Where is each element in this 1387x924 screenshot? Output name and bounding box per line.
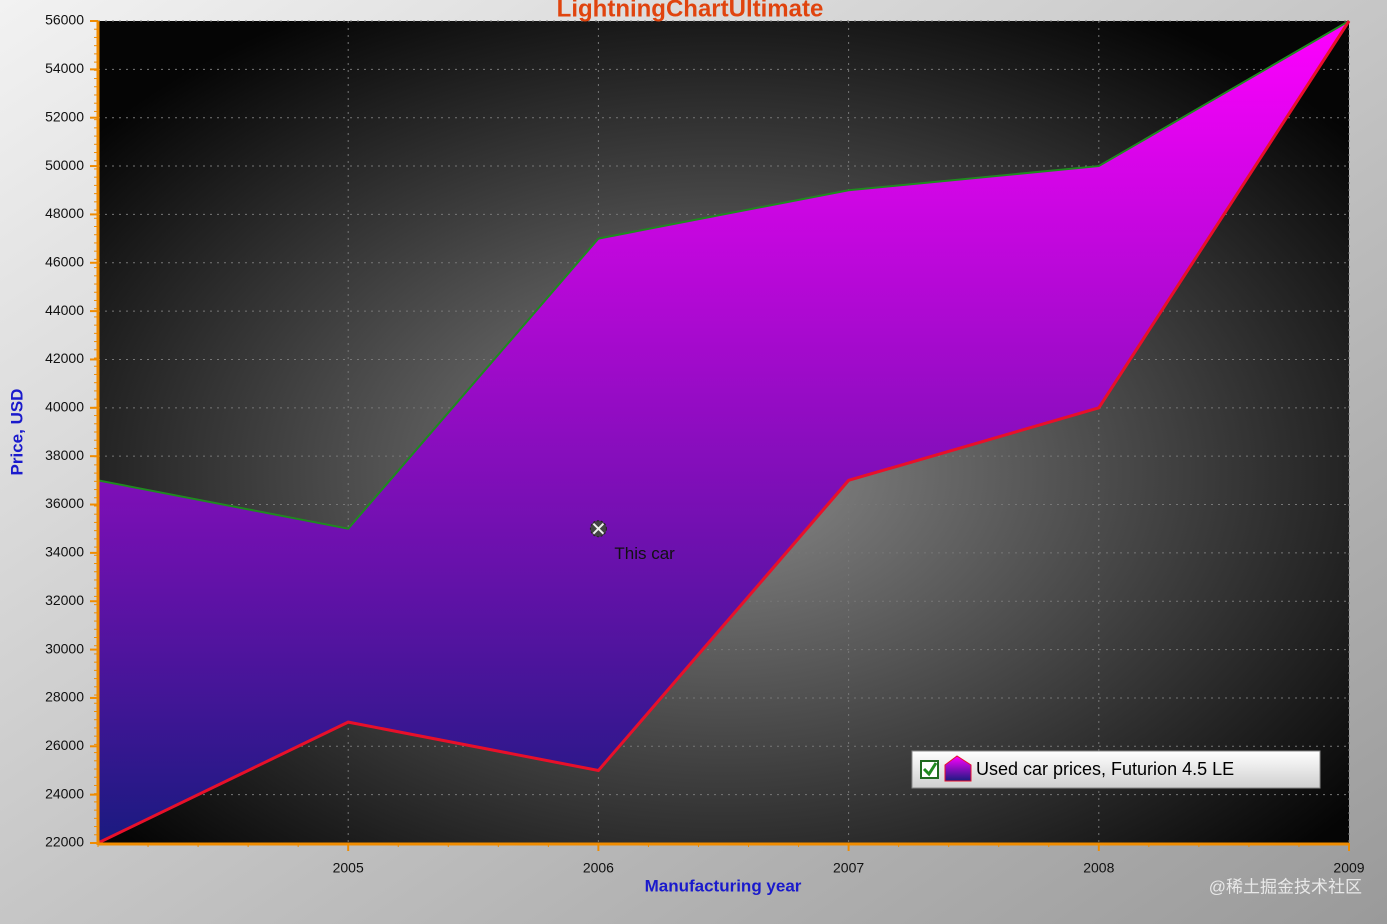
y-tick-label: 22000 <box>45 834 84 850</box>
y-tick-label: 42000 <box>45 350 84 366</box>
annotation-marker <box>589 520 607 538</box>
x-tick-label: 2006 <box>583 860 614 876</box>
legend-label: Used car prices, Futurion 4.5 LE <box>976 759 1234 779</box>
high-line <box>97 20 1350 530</box>
watermark: @稀土掘金技术社区 <box>1209 877 1362 896</box>
y-tick-label: 26000 <box>45 737 84 753</box>
y-tick-label: 36000 <box>45 495 84 511</box>
y-tick-label: 40000 <box>45 399 84 415</box>
y-tick-label: 38000 <box>45 447 84 463</box>
y-tick-label: 44000 <box>45 302 84 318</box>
x-tick-label: 2005 <box>333 860 364 876</box>
legend-check <box>922 762 938 777</box>
plot-layer: 22000 24000 26000 28000 30000 32000 34000 36000… <box>45 12 1365 876</box>
x-tick-label: 2009 <box>1333 860 1364 876</box>
y-tick-label: 56000 <box>45 12 84 28</box>
chart-title: LightningChartUltimate <box>557 0 824 22</box>
low-line <box>97 20 1351 845</box>
legend-box <box>911 750 1321 789</box>
y-axis-label: Price, USD <box>7 389 26 476</box>
y-tick-label: 50000 <box>45 157 84 173</box>
range-fill <box>98 21 1349 843</box>
y-tick-label: 34000 <box>45 544 84 560</box>
x-tick-label: 2008 <box>1083 860 1114 876</box>
y-tick-label: 52000 <box>45 108 84 124</box>
x-axis-label: Manufacturing year <box>645 876 802 895</box>
y-tick-label: 48000 <box>45 205 84 221</box>
y-tick-label: 46000 <box>45 253 84 269</box>
y-tick-label: 30000 <box>45 640 84 656</box>
y-tick-label: 28000 <box>45 689 84 705</box>
y-tick-label: 54000 <box>45 60 84 76</box>
annotation-text: This car <box>614 544 675 563</box>
y-tick-label: 24000 <box>45 785 84 801</box>
marker-x <box>592 522 605 535</box>
legend-icon <box>944 755 972 782</box>
y-tick-label: 32000 <box>45 592 84 608</box>
x-tick-label: 2007 <box>833 860 864 876</box>
